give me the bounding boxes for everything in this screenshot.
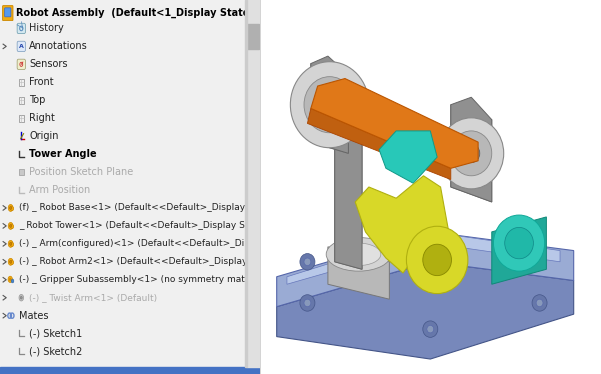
Text: Origin: Origin bbox=[29, 131, 58, 141]
Circle shape bbox=[8, 240, 13, 247]
Polygon shape bbox=[379, 131, 437, 183]
Circle shape bbox=[8, 223, 13, 229]
Text: Right: Right bbox=[29, 113, 55, 123]
Circle shape bbox=[463, 144, 480, 163]
Text: _ Robot Tower<1> (Default<<Default>_Display S: _ Robot Tower<1> (Default<<Default>_Disp… bbox=[19, 221, 245, 230]
Text: Top: Top bbox=[29, 95, 46, 105]
Text: Sensors: Sensors bbox=[29, 59, 67, 69]
Circle shape bbox=[536, 299, 543, 307]
Text: Front: Front bbox=[29, 77, 53, 87]
Text: A: A bbox=[19, 44, 23, 49]
Text: Mates: Mates bbox=[19, 311, 48, 321]
Text: Position Sketch Plane: Position Sketch Plane bbox=[29, 167, 133, 177]
Bar bbox=[248, 24, 259, 49]
Bar bbox=[19, 97, 24, 104]
FancyBboxPatch shape bbox=[2, 6, 13, 21]
Text: (-) _ Twist Arm<1> (Default): (-) _ Twist Arm<1> (Default) bbox=[29, 293, 157, 302]
Text: Robot Assembly  (Default<1_Display State-1>): Robot Assembly (Default<1_Display State-… bbox=[16, 8, 272, 18]
Bar bbox=[246, 0, 260, 367]
Ellipse shape bbox=[337, 243, 381, 266]
Text: (-) _ Arm(configured)<1> (Default<<Default>_Di: (-) _ Arm(configured)<1> (Default<<Defau… bbox=[19, 239, 244, 248]
Circle shape bbox=[10, 278, 11, 280]
Circle shape bbox=[10, 242, 11, 245]
Bar bbox=[245, 0, 246, 367]
Polygon shape bbox=[335, 112, 362, 269]
Circle shape bbox=[505, 227, 534, 259]
FancyBboxPatch shape bbox=[17, 59, 25, 70]
FancyBboxPatch shape bbox=[5, 8, 11, 17]
Circle shape bbox=[300, 295, 315, 311]
Circle shape bbox=[11, 206, 14, 211]
Circle shape bbox=[10, 206, 11, 209]
Bar bbox=[19, 115, 24, 122]
Polygon shape bbox=[311, 56, 349, 153]
Circle shape bbox=[300, 254, 315, 270]
Circle shape bbox=[319, 93, 341, 117]
Polygon shape bbox=[276, 232, 574, 307]
Text: Arm Position: Arm Position bbox=[29, 185, 90, 195]
Circle shape bbox=[304, 77, 355, 133]
Bar bbox=[0, 367, 260, 374]
Text: (-) Sketch1: (-) Sketch1 bbox=[29, 329, 82, 338]
Circle shape bbox=[290, 62, 369, 148]
Circle shape bbox=[423, 321, 438, 337]
Polygon shape bbox=[451, 97, 492, 202]
Circle shape bbox=[427, 325, 434, 333]
Text: History: History bbox=[29, 24, 64, 33]
Circle shape bbox=[20, 296, 22, 299]
Polygon shape bbox=[328, 247, 389, 299]
Text: (-) _ Robot Arm2<1> (Default<<Default>_Display: (-) _ Robot Arm2<1> (Default<<Default>_D… bbox=[19, 257, 247, 266]
Circle shape bbox=[304, 258, 311, 266]
Circle shape bbox=[11, 279, 14, 283]
Circle shape bbox=[10, 260, 11, 263]
FancyBboxPatch shape bbox=[17, 23, 25, 34]
Circle shape bbox=[10, 224, 11, 227]
Circle shape bbox=[451, 131, 492, 176]
Polygon shape bbox=[492, 217, 546, 284]
Polygon shape bbox=[276, 262, 574, 359]
Text: (f) _ Robot Base<1> (Default<<Default>_Display: (f) _ Robot Base<1> (Default<<Default>_D… bbox=[19, 203, 245, 212]
Text: (-) _ Gripper Subassembly<1> (no symmetry mat: (-) _ Gripper Subassembly<1> (no symmetr… bbox=[19, 275, 245, 284]
Circle shape bbox=[423, 244, 451, 276]
Bar bbox=[19, 79, 24, 86]
Bar bbox=[19, 169, 23, 175]
Polygon shape bbox=[451, 105, 492, 202]
Polygon shape bbox=[355, 176, 454, 277]
Polygon shape bbox=[335, 101, 362, 269]
Polygon shape bbox=[311, 64, 349, 153]
Polygon shape bbox=[308, 108, 451, 180]
Circle shape bbox=[11, 242, 14, 246]
Circle shape bbox=[532, 295, 547, 311]
Polygon shape bbox=[287, 232, 560, 284]
Circle shape bbox=[11, 224, 14, 229]
Circle shape bbox=[439, 118, 504, 189]
FancyBboxPatch shape bbox=[17, 41, 25, 52]
Circle shape bbox=[406, 226, 468, 294]
Circle shape bbox=[8, 276, 13, 282]
Ellipse shape bbox=[326, 237, 391, 271]
Circle shape bbox=[8, 258, 13, 265]
Circle shape bbox=[19, 294, 23, 301]
Text: (-) Sketch2: (-) Sketch2 bbox=[29, 347, 82, 356]
Circle shape bbox=[304, 299, 311, 307]
Text: Annotations: Annotations bbox=[29, 42, 88, 51]
Text: Tower Angle: Tower Angle bbox=[29, 149, 97, 159]
Circle shape bbox=[11, 260, 14, 264]
Polygon shape bbox=[311, 79, 478, 168]
Circle shape bbox=[493, 215, 545, 271]
Circle shape bbox=[8, 205, 13, 211]
